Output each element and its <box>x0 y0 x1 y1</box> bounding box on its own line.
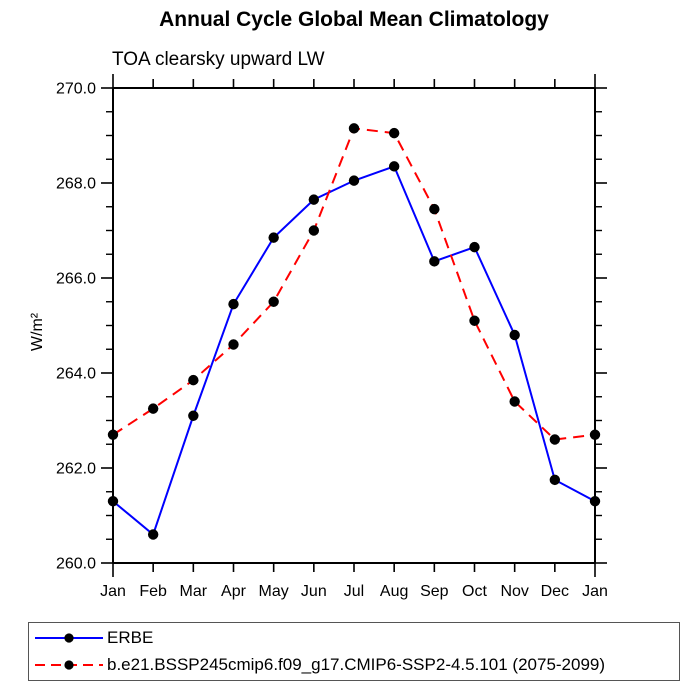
x-tick-label: May <box>259 583 289 600</box>
legend-item-erbe: ERBE <box>29 625 679 651</box>
data-point-marker <box>509 329 520 341</box>
data-point-marker <box>589 429 601 440</box>
data-point-marker <box>268 232 279 243</box>
data-point-marker <box>388 127 400 139</box>
legend-label-erbe: ERBE <box>107 627 154 647</box>
plot-area: Jan Feb Mar Apr May Jun Jul Aug Sep Oct Nov Dec Jan2… <box>56 74 608 600</box>
x-tick-label: Sep <box>420 583 449 600</box>
data-point-marker <box>429 203 440 215</box>
chart-title: Annual Cycle Global Mean Climatology <box>159 8 549 31</box>
data-point-marker <box>188 374 199 386</box>
data-point-marker <box>429 256 440 267</box>
data-point-marker <box>348 175 360 186</box>
data-point-marker <box>228 298 239 310</box>
data-point-marker <box>147 403 159 414</box>
data-point-marker <box>388 161 400 172</box>
y-tick-label: 270.0 <box>56 81 96 98</box>
data-point-marker <box>308 225 320 236</box>
chart-subtitle: TOA clearsky upward LW <box>112 49 325 70</box>
y-tick-label: 268.0 <box>56 176 96 193</box>
y-tick-label: 264.0 <box>56 366 96 383</box>
x-tick-label: Jan <box>582 583 608 600</box>
legend-item-model: b.e21.BSSP245cmip6.f09_g17.CMIP6-SSP2-4.… <box>29 652 679 678</box>
data-point-marker <box>188 410 199 421</box>
x-tick-label: Nov <box>500 583 528 600</box>
data-point-marker <box>348 123 360 134</box>
data-point-marker <box>268 296 279 307</box>
x-tick-label: Jun <box>301 583 327 600</box>
x-tick-label: Mar <box>180 583 208 600</box>
model-line-sample-icon <box>35 660 103 670</box>
y-tick-label: 260.0 <box>56 556 96 573</box>
erbe-line-sample-icon <box>35 633 103 643</box>
x-tick-label: Jan <box>100 583 126 600</box>
data-point-marker <box>228 339 239 350</box>
data-point-marker <box>308 194 320 205</box>
x-tick-label: Apr <box>221 583 247 600</box>
data-point-marker <box>509 396 520 407</box>
data-point-marker <box>549 434 561 445</box>
y-tick-label: 262.0 <box>56 461 96 478</box>
data-point-marker <box>147 529 159 540</box>
series-line-erbe <box>112 165 596 537</box>
data-point-marker <box>107 429 119 440</box>
data-point-marker <box>469 315 480 326</box>
data-point-marker <box>589 496 601 507</box>
x-tick-label: Jul <box>344 583 364 600</box>
data-point-marker <box>469 241 480 253</box>
data-point-marker <box>549 474 561 486</box>
y-tick-label: 266.0 <box>56 271 96 288</box>
legend-label-model: b.e21.BSSP245cmip6.f09_g17.CMIP6-SSP2-4.… <box>107 655 606 675</box>
x-tick-label: Dec <box>541 583 569 600</box>
series-line-model <box>112 127 596 441</box>
data-point-marker <box>107 496 119 507</box>
legend-box: ERBE b.e21.BSSP245cmip6.f09_g17.CMIP6-SS… <box>28 622 680 681</box>
x-tick-label: Aug <box>380 583 408 600</box>
x-tick-label: Feb <box>139 583 167 600</box>
x-tick-label: Oct <box>462 583 487 600</box>
